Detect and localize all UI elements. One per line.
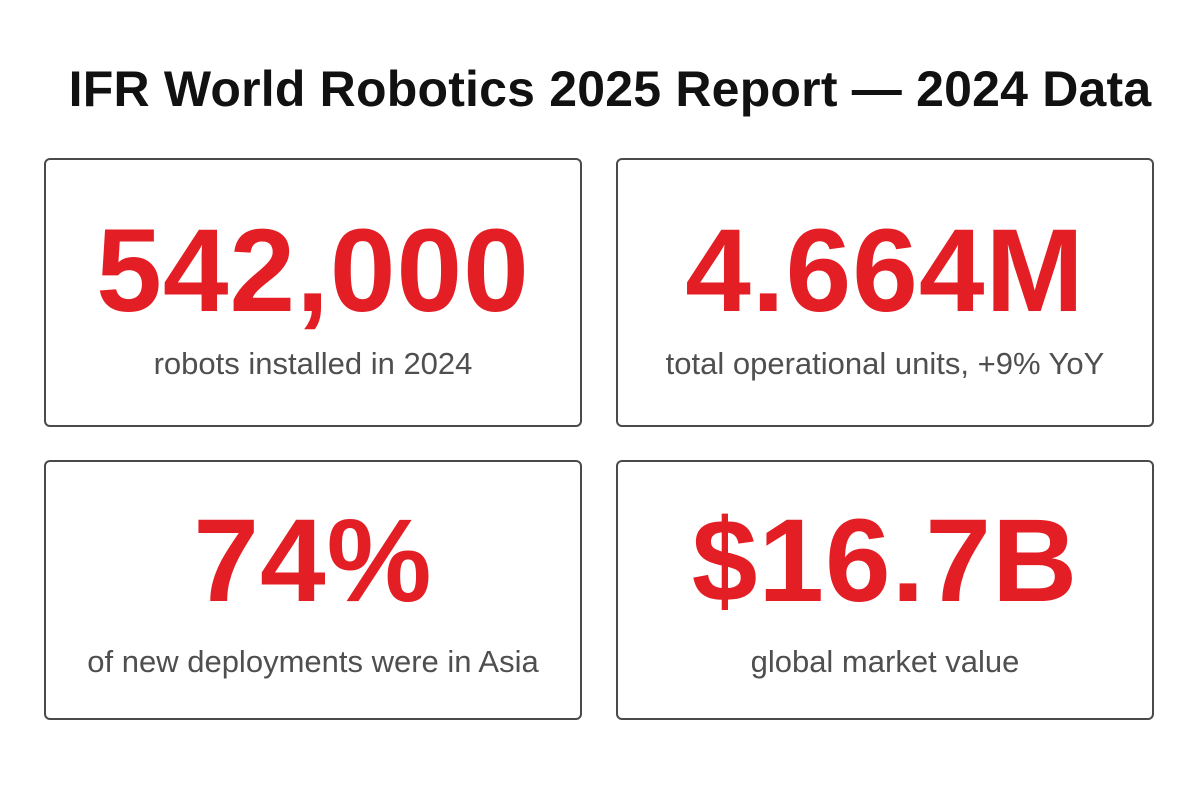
stat-card-operational-units: 4.664M total operational units, +9% YoY: [616, 158, 1154, 427]
stat-value: 74%: [193, 495, 433, 627]
stat-card-installed-robots: 542,000 robots installed in 2024: [44, 158, 582, 427]
stat-card-asia-share: 74% of new deployments were in Asia: [44, 460, 582, 720]
stat-grid: 542,000 robots installed in 2024 4.664M …: [44, 158, 1154, 721]
stat-value: 542,000: [96, 205, 530, 337]
stat-caption: robots installed in 2024: [153, 346, 473, 381]
stat-caption: total operational units, +9% YoY: [665, 346, 1105, 381]
stat-caption: global market value: [750, 644, 1020, 679]
page-title: IFR World Robotics 2025 Report — 2024 Da…: [68, 61, 1152, 117]
stat-caption: of new deployments were in Asia: [87, 644, 539, 679]
stat-value: 4.664M: [685, 205, 1085, 337]
stat-card-market-value: $16.7B global market value: [616, 460, 1154, 720]
stat-value: $16.7B: [691, 495, 1079, 627]
